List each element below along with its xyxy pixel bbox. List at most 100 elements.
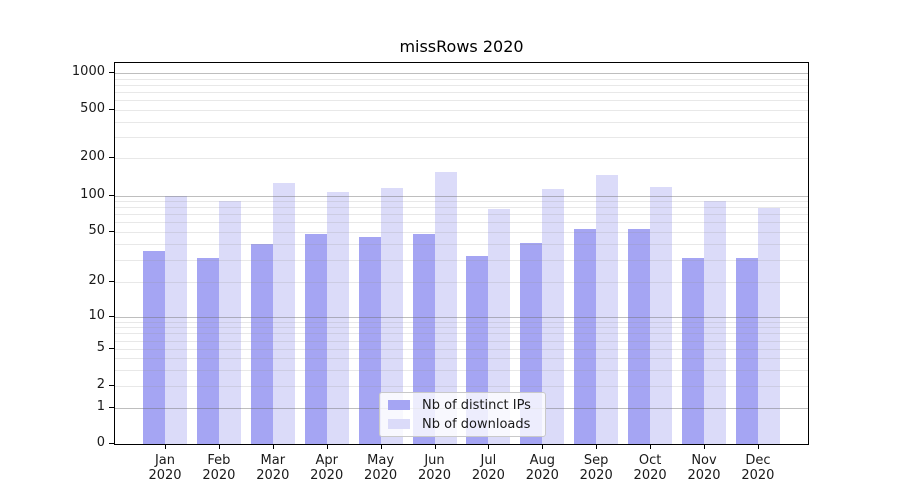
minor-gridline: [115, 259, 808, 261]
x-tick-label: Sep 2020: [579, 453, 613, 483]
x-tick-mark: [488, 445, 490, 449]
x-tick-label: Apr 2020: [310, 453, 344, 483]
x-tick-label: Feb 2020: [202, 453, 236, 483]
legend-item-distinct-ips: Nb of distinct IPs: [388, 397, 537, 413]
plot-area: Nb of distinct IPs Nb of downloads: [114, 62, 809, 445]
y-tick-mark: [109, 385, 114, 386]
x-tick-label: Nov 2020: [687, 453, 721, 483]
bar-downloads-apr: [326, 191, 349, 444]
minor-gridline: [115, 244, 808, 246]
bar-downloads-nov: [704, 201, 726, 444]
bar-distinct-ips-feb: [196, 258, 219, 444]
bar-distinct-ips-sep: [574, 228, 597, 444]
minor-gridline: [115, 110, 808, 111]
bar-downloads-mar: [272, 183, 295, 444]
major-gridline: [115, 73, 808, 74]
bar-downloads-jul: [488, 208, 511, 444]
x-tick-label: May 2020: [364, 453, 398, 483]
minor-gridline: [115, 282, 808, 283]
major-gridline: [115, 317, 808, 318]
minor-gridline: [115, 222, 808, 224]
x-tick-mark: [704, 445, 705, 449]
y-tick-mark: [109, 231, 114, 232]
bar-downloads-may: [380, 187, 403, 444]
x-tick-mark: [380, 445, 382, 449]
y-tick-mark: [109, 281, 114, 282]
bar-distinct-ips-nov: [682, 258, 704, 444]
y-tick-label: 5: [96, 340, 105, 355]
x-tick-label: Aug 2020: [525, 453, 559, 483]
x-tick-label: Dec 2020: [741, 453, 775, 483]
legend-swatch-distinct-ips: [388, 400, 410, 410]
minor-gridline: [115, 84, 808, 86]
y-tick-label: 0: [96, 435, 105, 450]
y-tick-label: 2: [96, 377, 105, 392]
legend: Nb of distinct IPs Nb of downloads: [379, 392, 546, 437]
major-gridline: [115, 195, 808, 197]
x-tick-label: Jan 2020: [148, 453, 182, 483]
bar-downloads-sep: [596, 175, 619, 444]
bar-downloads-jun: [434, 171, 457, 444]
minor-gridline: [115, 386, 808, 387]
minor-gridline: [115, 340, 808, 342]
bar-downloads-jan: [165, 195, 187, 444]
y-tick-mark: [109, 443, 114, 444]
y-tick-label: 1: [96, 399, 105, 414]
minor-gridline: [115, 158, 808, 159]
y-tick-label: 1000: [71, 64, 105, 79]
minor-gridline: [115, 78, 808, 80]
bar-distinct-ips-jan: [143, 251, 165, 444]
x-tick-mark: [757, 445, 759, 449]
minor-gridline: [115, 358, 808, 359]
bar-distinct-ips-mar: [250, 244, 273, 444]
y-tick-mark: [109, 109, 114, 110]
y-tick-label: 10: [88, 308, 105, 323]
x-tick-label: Jun 2020: [417, 453, 452, 483]
bar-distinct-ips-may: [358, 236, 381, 444]
bar-distinct-ips-oct: [628, 228, 651, 444]
legend-label-distinct-ips: Nb of distinct IPs: [422, 397, 531, 413]
x-tick-label: Oct 2020: [633, 453, 667, 483]
y-tick-mark: [109, 348, 114, 349]
y-tick-mark: [109, 316, 114, 317]
x-tick-mark: [165, 445, 166, 449]
bar-distinct-ips-jun: [412, 234, 435, 444]
x-tick-mark: [218, 445, 220, 449]
bar-distinct-ips-apr: [304, 234, 327, 444]
x-tick-mark: [650, 445, 652, 449]
y-tick-label: 100: [80, 186, 105, 202]
x-tick-mark: [596, 445, 598, 449]
legend-item-downloads: Nb of downloads: [388, 416, 537, 432]
y-tick-mark: [109, 157, 114, 158]
minor-gridline: [115, 327, 808, 329]
minor-gridline: [115, 369, 808, 371]
y-tick-label: 200: [80, 149, 105, 164]
bar-distinct-ips-dec: [735, 258, 758, 444]
minor-gridline: [115, 100, 808, 102]
y-tick-mark: [109, 72, 114, 73]
x-tick-mark: [542, 445, 544, 449]
bar-downloads-feb: [218, 201, 241, 444]
chart-title: missRows 2020: [399, 37, 524, 56]
x-tick-mark: [326, 445, 328, 449]
x-tick-label: Jul 2020: [471, 453, 505, 483]
minor-gridline: [115, 92, 808, 94]
minor-gridline: [115, 214, 808, 216]
minor-gridline: [115, 207, 808, 209]
minor-gridline: [115, 232, 808, 233]
minor-gridline: [115, 121, 808, 123]
y-tick-label: 20: [88, 273, 105, 288]
y-tick-mark: [109, 407, 114, 408]
y-tick-label: 500: [80, 101, 105, 116]
y-tick-label: 50: [88, 223, 105, 238]
bar-downloads-aug: [542, 188, 565, 444]
x-tick-mark: [272, 445, 274, 449]
minor-gridline: [115, 321, 808, 323]
x-tick-mark: [434, 445, 436, 449]
minor-gridline: [115, 136, 808, 138]
bar-downloads-oct: [650, 187, 673, 444]
bar-downloads-dec: [757, 207, 780, 444]
legend-swatch-downloads: [388, 419, 410, 429]
y-tick-mark: [109, 195, 114, 196]
